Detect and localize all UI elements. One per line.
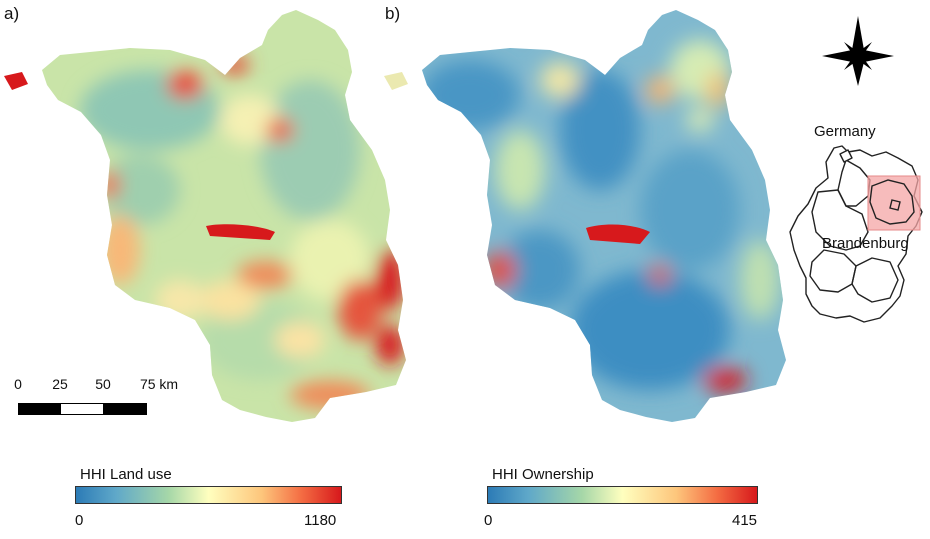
exclave-west-a bbox=[4, 72, 28, 90]
inset-germany-map bbox=[789, 145, 923, 323]
legend-ownership-colorbar bbox=[487, 486, 758, 504]
panel-a-label: a) bbox=[4, 4, 20, 23]
scale-seg-2 bbox=[60, 403, 104, 415]
map-land-use bbox=[42, 10, 406, 422]
legend-land-use-max: 1180 bbox=[304, 512, 337, 529]
compass-star-icon bbox=[822, 16, 894, 86]
brandenburg-highlight bbox=[867, 175, 921, 231]
panel-b-label: b) bbox=[385, 4, 401, 23]
scale-bar: 0 25 50 75 km bbox=[14, 376, 184, 426]
brandenburg-outline bbox=[869, 179, 915, 225]
map-ownership bbox=[422, 10, 786, 422]
scale-tick-50: 50 bbox=[95, 376, 111, 392]
scale-tick-75: 75 km bbox=[139, 376, 179, 392]
legend-ownership-max: 415 bbox=[732, 512, 758, 529]
legend-land-use-title: HHI Land use bbox=[80, 466, 172, 483]
legend-land-use-colorbar bbox=[75, 486, 342, 504]
scale-tick-25: 25 bbox=[52, 376, 68, 392]
scale-seg-1 bbox=[18, 403, 61, 415]
scale-seg-3 bbox=[103, 403, 147, 415]
inset-country-label: Germany bbox=[814, 123, 876, 140]
exclave-west-b bbox=[384, 72, 408, 90]
inset-region-label: Brandenburg bbox=[822, 235, 909, 252]
legend-ownership-title: HHI Ownership bbox=[492, 466, 594, 483]
legend-land-use-min: 0 bbox=[75, 512, 84, 529]
scale-tick-0: 0 bbox=[14, 376, 22, 392]
legend-ownership-min: 0 bbox=[484, 512, 493, 529]
